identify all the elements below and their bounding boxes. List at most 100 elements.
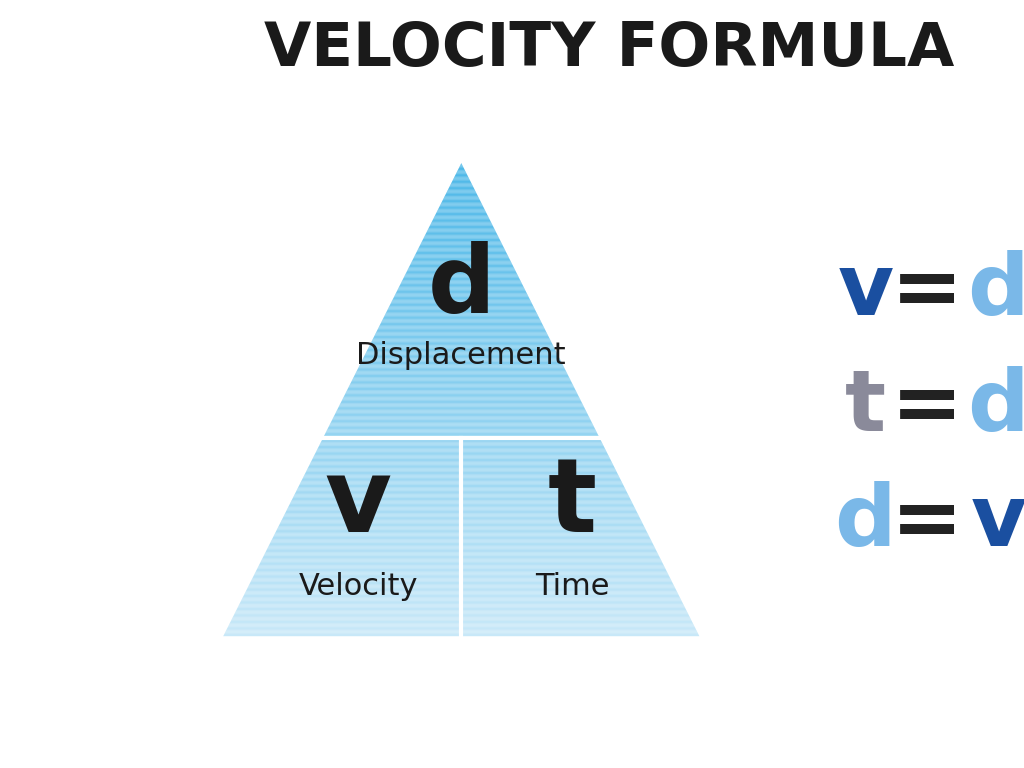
Polygon shape xyxy=(440,204,482,206)
Polygon shape xyxy=(239,605,684,607)
Polygon shape xyxy=(459,168,464,169)
Polygon shape xyxy=(364,357,559,358)
Polygon shape xyxy=(323,438,600,439)
Polygon shape xyxy=(339,406,584,407)
Polygon shape xyxy=(281,521,642,523)
Polygon shape xyxy=(371,343,552,344)
Polygon shape xyxy=(357,369,565,370)
Polygon shape xyxy=(433,219,489,220)
Polygon shape xyxy=(435,214,487,215)
Text: Displacement: Displacement xyxy=(356,341,566,370)
Polygon shape xyxy=(268,546,654,548)
Polygon shape xyxy=(447,189,475,190)
Polygon shape xyxy=(416,252,507,253)
Polygon shape xyxy=(367,350,556,351)
Polygon shape xyxy=(373,337,550,338)
Polygon shape xyxy=(351,381,571,382)
Polygon shape xyxy=(338,408,585,409)
Text: d: d xyxy=(427,241,496,333)
Polygon shape xyxy=(449,188,474,189)
Polygon shape xyxy=(438,207,484,208)
Polygon shape xyxy=(450,184,473,186)
Polygon shape xyxy=(429,227,494,228)
Polygon shape xyxy=(322,440,601,441)
Polygon shape xyxy=(280,523,643,524)
Polygon shape xyxy=(318,445,604,447)
Polygon shape xyxy=(295,492,628,493)
Polygon shape xyxy=(366,351,557,353)
Polygon shape xyxy=(265,551,657,552)
Polygon shape xyxy=(269,543,653,544)
Polygon shape xyxy=(329,425,594,427)
Polygon shape xyxy=(240,603,683,604)
Polygon shape xyxy=(280,524,643,525)
Polygon shape xyxy=(362,358,560,359)
Polygon shape xyxy=(247,588,676,589)
Polygon shape xyxy=(311,460,611,461)
Polygon shape xyxy=(314,454,608,455)
Polygon shape xyxy=(310,461,612,462)
Polygon shape xyxy=(279,525,644,526)
Polygon shape xyxy=(345,394,578,395)
Polygon shape xyxy=(262,558,660,559)
Polygon shape xyxy=(335,414,588,415)
Polygon shape xyxy=(255,572,668,574)
Polygon shape xyxy=(452,181,471,182)
Text: d: d xyxy=(835,481,896,564)
Polygon shape xyxy=(389,305,534,306)
Polygon shape xyxy=(227,627,695,628)
Polygon shape xyxy=(325,434,598,435)
Polygon shape xyxy=(403,276,519,278)
Polygon shape xyxy=(302,479,621,480)
Polygon shape xyxy=(364,356,559,357)
Polygon shape xyxy=(438,208,484,209)
Polygon shape xyxy=(339,405,584,406)
Polygon shape xyxy=(246,591,677,592)
Polygon shape xyxy=(419,246,504,247)
Polygon shape xyxy=(309,464,613,465)
Polygon shape xyxy=(257,568,666,569)
Polygon shape xyxy=(372,340,551,342)
Polygon shape xyxy=(305,473,617,474)
Polygon shape xyxy=(391,302,531,303)
Polygon shape xyxy=(415,254,508,256)
Polygon shape xyxy=(327,429,596,430)
Polygon shape xyxy=(425,234,498,235)
Polygon shape xyxy=(281,520,642,521)
Polygon shape xyxy=(404,274,518,276)
Polygon shape xyxy=(357,368,565,369)
Polygon shape xyxy=(302,478,621,479)
Polygon shape xyxy=(456,173,467,174)
Text: =: = xyxy=(891,366,963,449)
Polygon shape xyxy=(330,423,593,425)
Polygon shape xyxy=(424,235,499,237)
Text: v: v xyxy=(971,481,1024,564)
Polygon shape xyxy=(301,480,622,482)
Polygon shape xyxy=(271,539,651,541)
Polygon shape xyxy=(255,571,668,572)
Polygon shape xyxy=(236,611,687,613)
Polygon shape xyxy=(321,442,602,443)
Polygon shape xyxy=(380,323,543,324)
Polygon shape xyxy=(240,602,683,603)
Polygon shape xyxy=(382,320,541,322)
Polygon shape xyxy=(342,399,581,401)
Polygon shape xyxy=(445,194,477,195)
Polygon shape xyxy=(359,364,563,366)
Polygon shape xyxy=(378,329,545,330)
Polygon shape xyxy=(352,379,570,381)
Polygon shape xyxy=(224,634,698,635)
Polygon shape xyxy=(354,375,568,376)
Polygon shape xyxy=(365,353,558,355)
Polygon shape xyxy=(348,386,574,388)
Polygon shape xyxy=(355,372,567,374)
Polygon shape xyxy=(402,279,520,280)
Polygon shape xyxy=(354,374,568,375)
Polygon shape xyxy=(406,272,517,273)
Polygon shape xyxy=(253,576,670,577)
Polygon shape xyxy=(361,361,561,362)
Polygon shape xyxy=(303,475,620,476)
Polygon shape xyxy=(263,556,659,557)
Polygon shape xyxy=(275,531,647,532)
Polygon shape xyxy=(457,171,466,173)
